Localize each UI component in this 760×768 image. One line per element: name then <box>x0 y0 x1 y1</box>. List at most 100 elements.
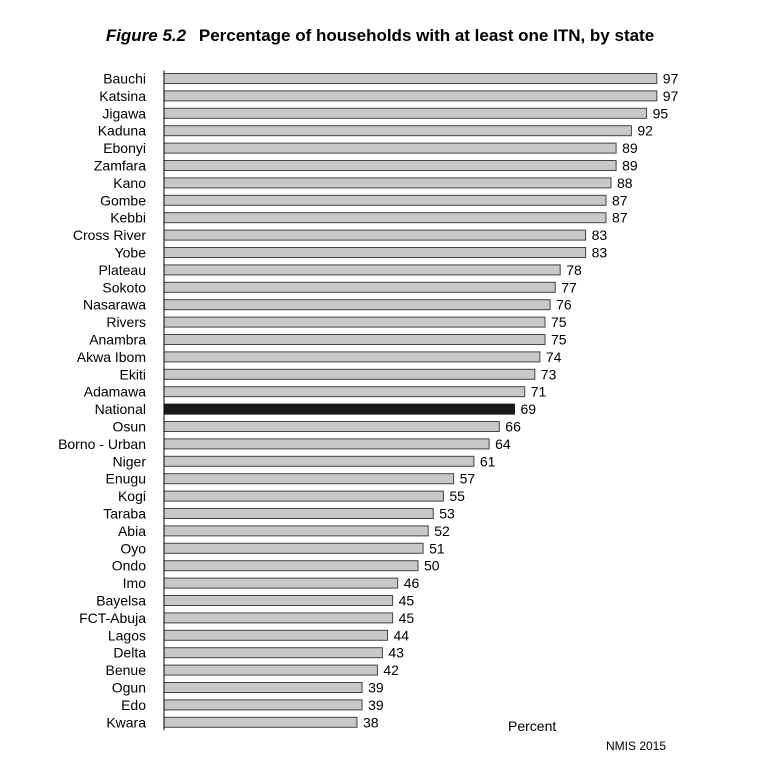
category-label: Abia <box>118 523 146 539</box>
value-label: 87 <box>612 210 628 226</box>
category-label: Edo <box>121 697 146 713</box>
bar <box>163 247 587 258</box>
bar <box>163 560 419 572</box>
value-label: 43 <box>388 645 404 661</box>
bar <box>163 386 526 398</box>
value-label: 74 <box>546 349 562 365</box>
category-label: Kwara <box>106 714 146 730</box>
bar <box>163 542 424 554</box>
category-label: Imo <box>123 575 147 591</box>
value-label: 78 <box>566 262 582 278</box>
value-label: 51 <box>429 540 445 556</box>
category-label: Ondo <box>112 558 146 574</box>
category-label: Delta <box>113 645 146 661</box>
bar <box>163 629 388 641</box>
value-label: 88 <box>617 175 633 191</box>
value-label: 64 <box>495 436 511 452</box>
category-label: Akwa Ibom <box>77 349 146 365</box>
x-axis-label: Percent <box>508 718 556 734</box>
category-label: Niger <box>113 453 147 469</box>
category-label: Kaduna <box>98 123 146 139</box>
category-label: Oyo <box>120 540 146 556</box>
category-label: Zamfara <box>94 158 146 174</box>
value-label: 76 <box>556 297 572 313</box>
bar <box>163 142 617 154</box>
category-label: Ebonyi <box>103 140 146 156</box>
bar <box>163 194 607 206</box>
source-note: NMIS 2015 <box>606 739 666 753</box>
category-label: Taraba <box>103 506 146 522</box>
bar <box>163 438 490 450</box>
bars-group: Bauchi 97 Katsina 97 Jigawa 95 Kaduna 92 Ebonyi 8… <box>58 71 679 731</box>
category-label: Bauchi <box>103 71 146 87</box>
bar <box>163 212 607 224</box>
bar <box>163 421 500 432</box>
figure-label: Figure 5.2 <box>105 26 187 45</box>
bar <box>163 490 444 502</box>
bar <box>163 107 648 119</box>
category-label: Enugu <box>106 471 146 487</box>
category-label: Jigawa <box>102 105 146 121</box>
category-label: Anambra <box>89 332 146 348</box>
value-label: 75 <box>551 332 567 348</box>
bar <box>163 316 546 328</box>
bar-national <box>163 403 515 415</box>
category-label: Kogi <box>118 488 146 504</box>
value-label: 83 <box>592 245 608 261</box>
value-label: 77 <box>561 279 577 295</box>
bar <box>163 90 658 102</box>
bar <box>163 525 429 537</box>
bar <box>163 125 632 137</box>
value-label: 87 <box>612 192 628 208</box>
value-label: 55 <box>449 488 465 504</box>
bar <box>163 595 394 606</box>
category-label: Rivers <box>106 314 146 330</box>
bar <box>163 368 536 380</box>
value-label: 50 <box>424 558 440 574</box>
category-label: Lagos <box>108 627 146 643</box>
chart-title: Figure 5.2 Percentage of households with… <box>0 26 760 46</box>
category-label: Bayelsa <box>96 593 146 609</box>
bar <box>163 716 358 728</box>
bar <box>163 264 561 276</box>
value-label: 66 <box>505 419 521 435</box>
bar <box>163 699 363 711</box>
value-label: 45 <box>399 593 415 609</box>
category-label: Yobe <box>115 245 147 261</box>
value-label: 46 <box>404 575 420 591</box>
value-label: 45 <box>399 610 415 626</box>
category-label: Ekiti <box>120 366 146 382</box>
value-label: 69 <box>521 401 537 417</box>
category-label: Ogun <box>112 680 146 696</box>
value-label: 95 <box>653 105 669 121</box>
value-label: 42 <box>383 662 399 678</box>
bar <box>163 682 363 693</box>
bar <box>163 160 617 171</box>
value-label: 39 <box>368 697 384 713</box>
category-label: Osun <box>113 419 146 435</box>
bar <box>163 455 475 467</box>
value-label: 52 <box>434 523 450 539</box>
value-label: 39 <box>368 680 384 696</box>
category-label: FCT-Abuja <box>79 610 146 626</box>
category-label: Plateau <box>99 262 146 278</box>
category-label: Cross River <box>73 227 146 243</box>
bar <box>163 473 455 485</box>
category-label: National <box>95 401 146 417</box>
category-label: Kano <box>113 175 146 191</box>
value-label: 75 <box>551 314 567 330</box>
bar <box>163 508 434 519</box>
value-label: 73 <box>541 366 557 382</box>
category-label: Benue <box>106 662 147 678</box>
value-label: 61 <box>480 453 496 469</box>
bar <box>163 351 541 363</box>
bar <box>163 229 587 241</box>
category-label: Nasarawa <box>83 297 146 313</box>
category-label: Gombe <box>100 192 146 208</box>
value-label: 83 <box>592 227 608 243</box>
value-label: 44 <box>394 627 410 643</box>
bar <box>163 73 658 84</box>
category-label: Adamawa <box>84 384 146 400</box>
bar <box>163 647 383 659</box>
